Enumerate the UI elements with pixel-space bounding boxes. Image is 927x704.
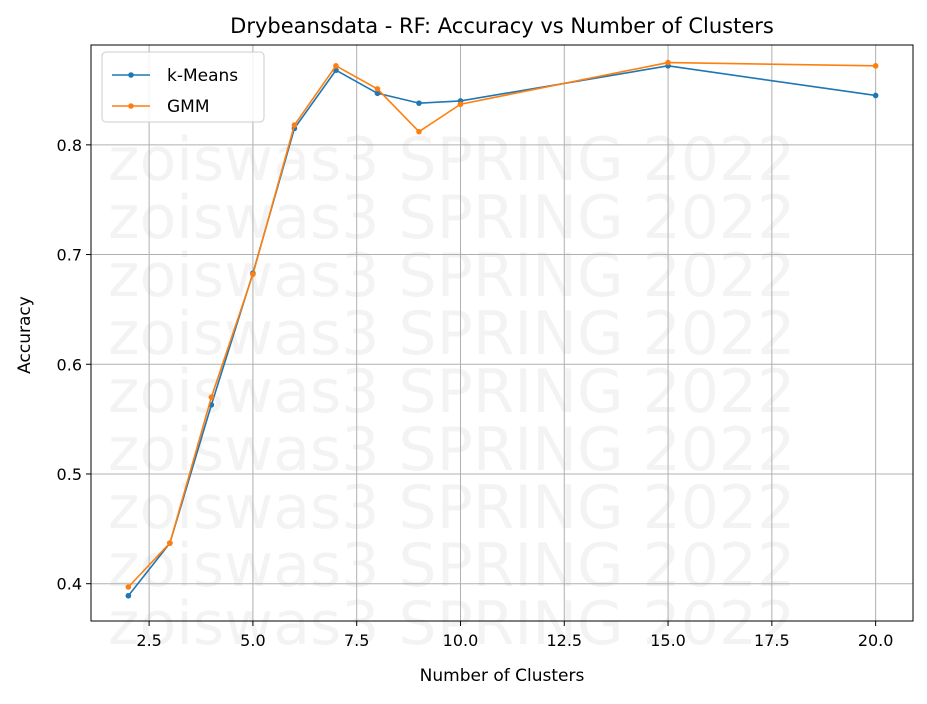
data-point-gmm: [167, 540, 173, 546]
watermark-text: zoiswas3 SPRING 2022: [108, 415, 795, 485]
data-point-gmm: [872, 63, 879, 69]
legend-label-gmm: GMM: [167, 97, 210, 117]
y-axis-ticks: 0.4 0.5 0.6 0.7 0.8: [57, 136, 91, 594]
x-tick-label: 20.0: [858, 631, 894, 650]
data-point-gmm: [250, 271, 256, 278]
data-point-k-means: [416, 100, 422, 106]
watermark-text: zoiswas3 SPRING 2022: [108, 531, 795, 601]
y-tick-label: 0.4: [57, 575, 82, 594]
y-tick-label: 0.7: [57, 246, 82, 265]
data-point-gmm: [208, 394, 215, 400]
x-axis-label: Number of Clusters: [420, 666, 585, 686]
legend-label-k-means: k-Means: [167, 66, 238, 86]
legend: k-Means GMM: [101, 51, 265, 123]
x-tick-label: 10.0: [443, 631, 479, 650]
watermark-text: zoiswas3 SPRING 2022: [108, 241, 795, 311]
data-point-gmm: [291, 122, 298, 128]
x-tick-label: 5.0: [240, 631, 265, 650]
chart-title: Drybeansdata - RF: Accuracy vs Number of…: [230, 14, 774, 38]
data-series: [125, 59, 879, 599]
y-tick-label: 0.8: [57, 136, 82, 155]
data-point-k-means: [374, 90, 381, 97]
y-axis-label: Accuracy: [15, 296, 35, 374]
plot-area-frame: [90, 44, 914, 622]
x-tick-label: 2.5: [136, 631, 161, 650]
legend-entry-gmm: GMM: [112, 97, 210, 117]
x-tick-label: 12.5: [546, 631, 582, 650]
legend-marker-k-means: [128, 72, 134, 78]
data-point-gmm: [125, 584, 132, 590]
data-point-gmm: [665, 59, 671, 66]
x-axis-ticks: 2.5 5.0 7.5 10.0 12.5 15.0 17.5 20.0: [136, 621, 893, 650]
legend-marker-gmm: [128, 103, 134, 109]
watermark-text: zoiswas3 SPRING 2022: [108, 183, 795, 253]
legend-box: [101, 51, 265, 123]
data-point-k-means: [872, 92, 879, 99]
watermark-text: zoiswas3 SPRING 2022: [108, 589, 795, 659]
x-tick-label: 7.5: [344, 631, 369, 650]
data-point-gmm: [333, 63, 339, 69]
grid-lines: [91, 45, 913, 621]
series-gmm: [125, 59, 879, 590]
legend-entry-k-means: k-Means: [112, 66, 238, 86]
watermark-text: zoiswas3 SPRING 2022: [108, 125, 795, 195]
data-point-gmm: [374, 86, 381, 92]
x-tick-label: 15.0: [650, 631, 686, 650]
watermark-text: zoiswas3 SPRING 2022: [108, 473, 795, 543]
x-tick-label: 17.5: [754, 631, 790, 650]
watermark-text: zoiswas3 SPRING 2022: [108, 299, 795, 369]
data-point-gmm: [416, 128, 422, 135]
data-point-gmm: [457, 101, 464, 108]
y-tick-label: 0.6: [57, 355, 82, 374]
watermark: zoiswas3 SPRING 2022zoiswas3 SPRING 2022…: [108, 125, 795, 659]
data-point-k-means: [125, 592, 132, 599]
y-tick-label: 0.5: [57, 465, 82, 484]
